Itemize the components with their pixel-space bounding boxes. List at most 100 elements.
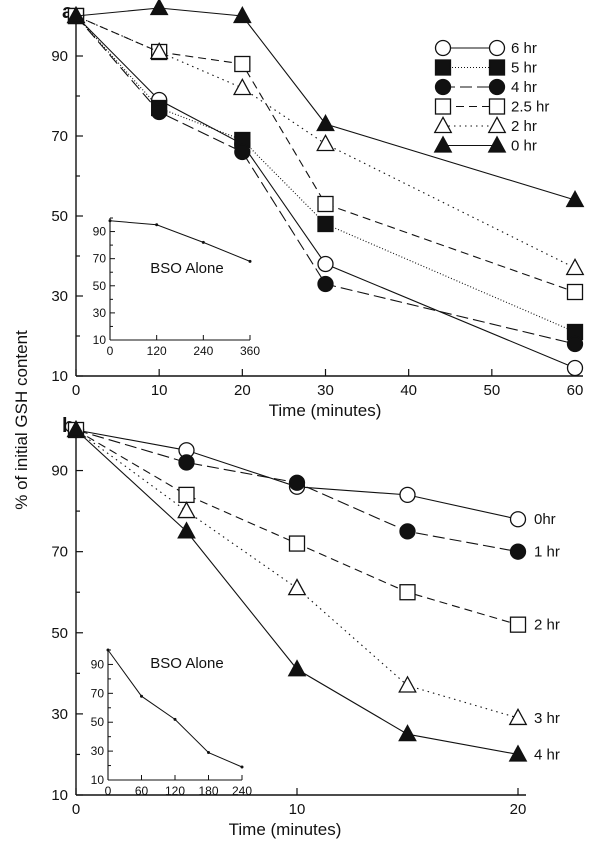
data-point: [509, 543, 527, 560]
data-point: [566, 335, 584, 353]
data-point: [287, 578, 307, 596]
inset-x-tick-label: 120: [147, 344, 167, 358]
data-point: [66, 420, 86, 438]
data-point: [316, 114, 335, 132]
series-end-label: 1 hr: [534, 544, 560, 561]
inset-y-tick-label: 30: [91, 744, 105, 758]
series-end-label: 0hr: [534, 511, 556, 528]
x-tick-label: 30: [317, 382, 334, 399]
data-point: [508, 707, 528, 726]
legend-label: 2 hr: [511, 118, 537, 135]
data-point: [399, 584, 416, 601]
series-2hr: [66, 6, 585, 276]
inset-line: [109, 220, 251, 262]
y-tick-label: 70: [51, 128, 68, 145]
data-point: [232, 78, 252, 96]
data-point: [398, 675, 417, 693]
y-tick-label: 30: [51, 288, 68, 305]
x-tick-label: 10: [289, 801, 306, 818]
x-tick-label: 60: [567, 382, 584, 399]
legend-label: 0 hr: [511, 138, 537, 155]
data-point: [317, 195, 334, 213]
inset-point: [140, 694, 143, 698]
data-point: [509, 511, 527, 528]
legend-marker: [488, 98, 506, 115]
series-line: [75, 15, 576, 269]
series-2hr: [67, 421, 527, 633]
inset-y-tick-label: 90: [91, 657, 105, 671]
data-point: [287, 659, 307, 677]
series-line: [75, 429, 519, 719]
legend-marker: [434, 78, 452, 96]
data-point: [317, 215, 334, 233]
data-point: [399, 523, 416, 540]
x-axis-title: Time (minutes): [229, 820, 342, 839]
y-tick-label: 10: [51, 368, 68, 385]
y-tick-label: 50: [51, 208, 68, 225]
data-point: [316, 134, 335, 152]
inset-point: [240, 765, 244, 769]
inset-x-tick-label: 180: [198, 784, 218, 798]
inset-x-tick-label: 120: [165, 784, 185, 798]
inset-y-tick-label: 70: [91, 686, 105, 700]
legend-label: 6 hr: [511, 40, 537, 57]
y-tick-label: 30: [51, 706, 68, 723]
inset-point: [173, 717, 177, 721]
data-point: [508, 744, 528, 762]
inset-point: [108, 219, 112, 223]
data-point: [232, 6, 252, 24]
series-4hr: [66, 420, 528, 762]
inset-point: [106, 648, 110, 652]
legend-marker: [487, 135, 507, 153]
inset-title: BSO Alone: [150, 260, 223, 277]
inset-y-tick-label: 90: [93, 225, 107, 239]
inset-title: BSO Alone: [150, 655, 223, 672]
data-point: [288, 535, 306, 552]
data-point: [509, 616, 527, 633]
x-tick-label: 10: [151, 382, 168, 399]
x-tick-label: 20: [510, 801, 527, 818]
x-tick-label: 40: [400, 382, 417, 399]
legend: 6 hr 5 hr 4 hr 2.5 hr 2 hr 0 hr: [433, 39, 549, 155]
series-3hr: [66, 420, 528, 726]
legend-marker: [433, 116, 453, 134]
data-point: [151, 103, 168, 121]
inset-y-tick-label: 10: [91, 773, 105, 787]
series-line: [75, 429, 519, 626]
inset-chart: 10 30 50 70 90 0 60 120 180 240 BSO Alone: [91, 648, 252, 798]
series-6hr: [67, 7, 584, 377]
x-tick-label: 0: [72, 382, 80, 399]
panel-b: b103050709001020Time (minutes)1030507090…: [51, 415, 560, 839]
legend-marker: [434, 59, 452, 76]
legend-label: 4 hr: [511, 79, 537, 96]
inset-y-tick-label: 50: [91, 715, 105, 729]
inset-y-tick-label: 50: [93, 279, 107, 293]
legend-marker: [433, 135, 453, 153]
inset-point: [248, 259, 252, 263]
series-end-label: 3 hr: [534, 710, 560, 727]
data-point: [66, 6, 86, 24]
series-end-label: 2 hr: [534, 617, 560, 634]
data-point: [566, 359, 584, 377]
legend-marker: [488, 78, 506, 96]
inset-point: [201, 240, 205, 244]
y-axis-title: % of initial GSH content: [12, 330, 31, 510]
y-tick-label: 70: [51, 544, 68, 561]
inset-y-tick-label: 10: [93, 333, 107, 347]
inset-x-tick-label: 240: [232, 784, 252, 798]
data-point: [317, 275, 334, 293]
series-4hr: [67, 7, 584, 353]
legend-label: 2.5 hr: [511, 99, 549, 116]
series-end-label: 4 hr: [534, 746, 560, 763]
inset-x-tick-label: 0: [107, 344, 114, 358]
inset-y-tick-label: 30: [93, 306, 107, 320]
data-point: [234, 143, 251, 161]
legend-marker: [488, 59, 506, 76]
data-point: [149, 42, 169, 60]
x-tick-label: 0: [72, 801, 80, 818]
legend-label: 5 hr: [511, 60, 537, 77]
inset-x-tick-label: 60: [135, 784, 149, 798]
inset-x-tick-label: 0: [105, 784, 112, 798]
